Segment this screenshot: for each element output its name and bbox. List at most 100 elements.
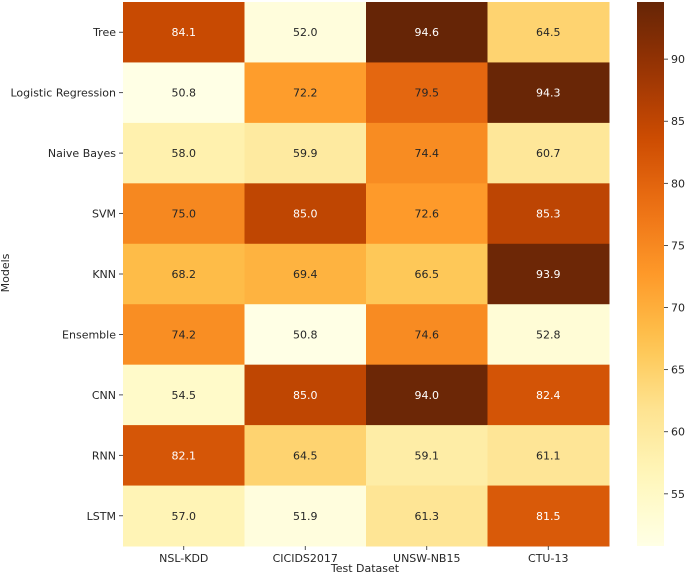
heatmap-cell: [487, 122, 610, 184]
cell-value-label: 94.0: [415, 389, 440, 402]
heatmap-cell: [123, 183, 245, 245]
x-axis-label: Test Dataset: [330, 562, 400, 575]
heatmap-cell: [244, 183, 367, 245]
cell-value-label: 61.3: [415, 510, 440, 523]
cell-value-label: 82.4: [536, 389, 561, 402]
cell-value-label: 52.0: [293, 26, 318, 39]
heatmap-cell: [487, 62, 610, 124]
heatmap-cell: [123, 364, 245, 426]
cell-value-label: 66.5: [415, 268, 440, 281]
heatmap-cell: [487, 243, 610, 305]
heatmap-cell: [244, 485, 367, 547]
colorbar-tick-label: 60: [671, 426, 685, 439]
heatmap-cell: [244, 304, 367, 366]
heatmap-cell: [366, 2, 488, 63]
cell-value-label: 68.2: [172, 268, 197, 281]
colorbar: 55 60 65 70 75 80 85 90: [637, 2, 685, 546]
y-tick-label: KNN: [92, 268, 116, 281]
heatmap-cell: [366, 62, 488, 124]
x-axis: NSL-KDD CICIDS2017 UNSW-NB15 CTU-13: [159, 546, 568, 565]
cell-value-label: 64.5: [536, 26, 561, 39]
cell-value-label: 52.8: [536, 328, 561, 341]
colorbar-tick-label: 75: [671, 239, 685, 252]
heatmap-cell: [244, 243, 367, 305]
heatmap-cell: [487, 183, 610, 245]
cell-value-label: 54.5: [172, 389, 197, 402]
x-tick-label: NSL-KDD: [159, 552, 208, 565]
colorbar-tick-label: 80: [671, 177, 685, 190]
cell-value-label: 58.0: [172, 147, 197, 160]
heatmap-cell: [244, 122, 367, 184]
heatmap-cell: [366, 304, 488, 366]
cell-value-label: 81.5: [536, 510, 561, 523]
heatmap-cell: [123, 304, 245, 366]
y-tick-label: RNN: [92, 449, 116, 462]
heatmap-cell: [244, 364, 367, 426]
cell-value-label: 74.2: [172, 328, 197, 341]
heatmap-cell: [366, 243, 488, 305]
cell-value-label: 93.9: [536, 268, 561, 281]
heatmap-cell: [366, 364, 488, 426]
cell-value-label: 85.0: [293, 208, 318, 221]
cell-value-label: 59.9: [293, 147, 318, 160]
y-tick-label: LSTM: [87, 510, 116, 523]
cell-value-label: 51.9: [293, 510, 318, 523]
cell-value-label: 60.7: [536, 147, 561, 160]
cell-value-label: 72.6: [415, 208, 440, 221]
colorbar-tick-label: 90: [671, 53, 685, 66]
y-tick-label: Ensemble: [62, 328, 116, 341]
cell-value-label: 59.1: [415, 449, 440, 462]
colorbar-tick-label: 55: [671, 488, 685, 501]
heatmap-cell: [487, 364, 610, 426]
heatmap-cell: [123, 2, 245, 63]
cell-value-label: 75.0: [172, 208, 197, 221]
y-tick-label: Tree: [92, 26, 116, 39]
heatmap-cell: [244, 62, 367, 124]
cell-value-label: 85.0: [293, 389, 318, 402]
cell-value-label: 94.3: [536, 87, 561, 100]
y-tick-label: Naive Bayes: [48, 147, 116, 160]
heatmap-cell: [487, 304, 610, 366]
cell-value-label: 82.1: [172, 449, 197, 462]
cell-value-label: 57.0: [172, 510, 197, 523]
colorbar-tick-label: 85: [671, 115, 685, 128]
heatmap-cell: [366, 425, 488, 487]
cell-value-label: 50.8: [293, 328, 318, 341]
cell-value-label: 79.5: [415, 87, 440, 100]
colorbar-tick-label: 65: [671, 364, 685, 377]
heatmap-cell: [366, 122, 488, 184]
heatmap-cell: [244, 2, 367, 63]
y-axis: Tree Logistic Regression Naive Bayes SVM KNN…: [10, 26, 123, 523]
cell-value-label: 74.6: [415, 328, 440, 341]
x-tick-label: CTU-13: [528, 552, 568, 565]
x-tick-label: UNSW-NB15: [393, 552, 460, 565]
cell-value-label: 85.3: [536, 208, 561, 221]
heatmap-cell-labels: 84.1 52.0 94.6 64.5 50.8 72.2 79.5 94.3 58.0 59.9…: [172, 26, 561, 523]
heatmap-cell: [244, 425, 367, 487]
y-axis-label: Models: [0, 253, 12, 292]
heatmap-cell: [123, 425, 245, 487]
cell-value-label: 94.6: [415, 26, 440, 39]
heatmap-cells: [123, 2, 610, 547]
y-tick-label: Logistic Regression: [10, 87, 116, 100]
cell-value-label: 64.5: [293, 449, 318, 462]
colorbar-gradient: [637, 2, 664, 546]
colorbar-tick-label: 70: [671, 302, 685, 315]
heatmap-cell: [487, 2, 610, 63]
heatmap-cell: [487, 485, 610, 547]
heatmap-cell: [123, 62, 245, 124]
heatmap-cell: [123, 122, 245, 184]
heatmap-cell: [366, 485, 488, 547]
cell-value-label: 69.4: [293, 268, 318, 281]
heatmap-cell: [123, 243, 245, 305]
heatmap-cell: [123, 485, 245, 547]
cell-value-label: 72.2: [293, 87, 318, 100]
cell-value-label: 50.8: [172, 87, 197, 100]
y-tick-label: SVM: [92, 208, 116, 221]
heatmap-cell: [366, 183, 488, 245]
y-tick-label: CNN: [92, 389, 116, 402]
x-tick-label: CICIDS2017: [273, 552, 338, 565]
cell-value-label: 61.1: [536, 449, 561, 462]
cell-value-label: 74.4: [415, 147, 440, 160]
